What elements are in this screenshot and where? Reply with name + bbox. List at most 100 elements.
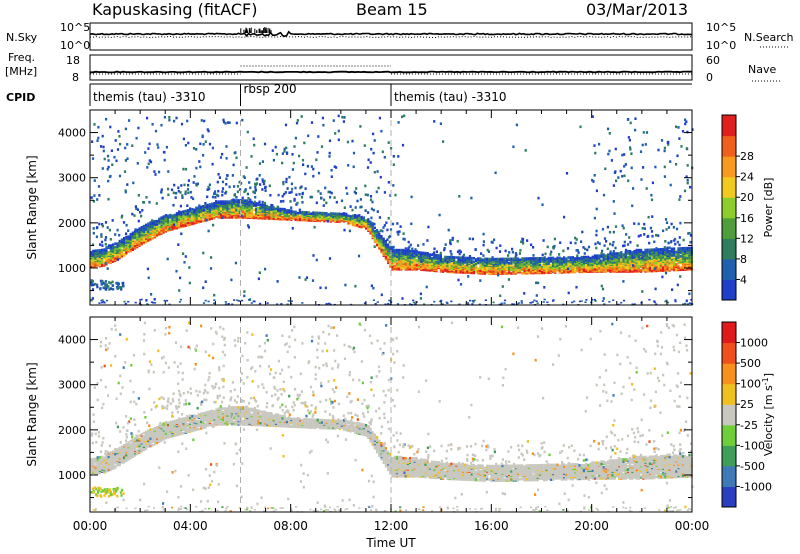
heatmap-cell [180, 213, 183, 216]
heatmap-cell [103, 248, 106, 251]
heatmap-cell [172, 191, 175, 195]
heatmap-cell [191, 215, 194, 219]
heatmap-cell [204, 204, 207, 207]
heatmap-cell [376, 239, 379, 242]
heatmap-cell [120, 288, 123, 291]
heatmap-cell [291, 153, 294, 156]
heatmap-cell [402, 232, 405, 235]
heatmap-cell [283, 192, 286, 196]
heatmap-cell [148, 159, 151, 162]
heatmap-cell [678, 236, 681, 239]
heatmap-cell [175, 212, 178, 215]
heatmap-cell [600, 252, 603, 255]
heatmap-cell [439, 257, 442, 261]
heatmap-cell [640, 260, 643, 263]
heatmap-cell [662, 250, 665, 253]
heatmap-cell [653, 301, 656, 304]
heatmap-cell [182, 214, 185, 218]
heatmap-cell [508, 257, 511, 261]
heatmap-cell [563, 215, 566, 219]
heatmap-cell [357, 254, 361, 258]
heatmap-cell [105, 254, 108, 257]
heatmap-cell [439, 270, 442, 273]
heatmap-cell [651, 248, 654, 251]
heatmap-cell [94, 256, 97, 259]
heatmap-cell [296, 119, 299, 122]
heatmap-cell [118, 286, 121, 289]
heatmap-cell [495, 246, 498, 250]
heatmap-cell [167, 225, 170, 229]
heatmap-cell [624, 251, 627, 254]
heatmap-cell [202, 154, 205, 157]
heatmap-cell [490, 257, 493, 261]
heatmap-cell [629, 240, 632, 244]
heatmap-cell [103, 260, 106, 264]
heatmap-cell [231, 303, 234, 306]
heatmap-cell [363, 302, 367, 304]
heatmap-cell [601, 300, 605, 302]
heatmap-cell [91, 279, 94, 283]
heatmap-cell [234, 151, 237, 154]
heatmap-cell [446, 260, 449, 263]
heatmap-cell [293, 199, 296, 202]
heatmap-cell [117, 130, 120, 133]
heatmap-cell [123, 244, 126, 248]
heatmap-cell [554, 257, 557, 261]
heatmap-cell [441, 303, 444, 305]
heatmap-cell [310, 195, 314, 199]
heatmap-cell [104, 243, 107, 246]
heatmap-cell [468, 255, 472, 258]
heatmap-cell [315, 158, 318, 162]
heatmap-cell [204, 280, 207, 283]
heatmap-cell [648, 241, 651, 245]
heatmap-cell [511, 247, 514, 251]
heatmap-cell [187, 141, 190, 145]
heatmap-cell [221, 187, 225, 190]
heatmap-cell [549, 256, 552, 260]
heatmap-cell [620, 251, 623, 254]
heatmap-cell [261, 160, 264, 163]
heatmap-cell [221, 190, 224, 193]
heatmap-cell [458, 303, 461, 306]
heatmap-cell [281, 210, 284, 213]
heatmap-cell [524, 149, 527, 152]
heatmap-cell [645, 131, 649, 134]
heatmap-cell [646, 265, 649, 269]
heatmap-cell [99, 279, 103, 283]
heatmap-cell [208, 187, 211, 191]
heatmap-cell [356, 214, 359, 218]
heatmap-cell [307, 219, 310, 222]
heatmap-cell [165, 145, 168, 149]
heatmap-cell [641, 227, 644, 230]
heatmap-cell [383, 156, 386, 159]
heatmap-cell [503, 270, 506, 273]
heatmap-cell [183, 261, 186, 264]
heatmap-cell [451, 236, 454, 240]
heatmap-cell [293, 145, 296, 148]
heatmap-cell [387, 181, 390, 184]
heatmap-cell [252, 208, 255, 212]
heatmap-cell [301, 192, 304, 196]
heatmap-cell [264, 189, 267, 192]
heatmap-cell [171, 228, 174, 231]
heatmap-cell [571, 267, 574, 270]
heatmap-cell [382, 237, 385, 241]
heatmap-cell [216, 180, 219, 184]
y-tick-label: 4000 [58, 127, 86, 140]
heatmap-cell [613, 252, 616, 255]
heatmap-cell [455, 256, 458, 259]
heatmap-cell [312, 174, 315, 178]
heatmap-cell [644, 143, 647, 146]
heatmap-cell [470, 259, 473, 262]
heatmap-cell [371, 200, 374, 204]
heatmap-cell [552, 245, 555, 249]
heatmap-cell [184, 167, 188, 171]
heatmap-cell [378, 232, 381, 236]
heatmap-cell [210, 256, 213, 259]
heatmap-cell [525, 261, 528, 265]
heatmap-cell [517, 302, 520, 304]
heatmap-cell [603, 303, 606, 305]
heatmap-cell [397, 121, 400, 124]
heatmap-cell [329, 303, 332, 306]
heatmap-cell [662, 248, 665, 252]
